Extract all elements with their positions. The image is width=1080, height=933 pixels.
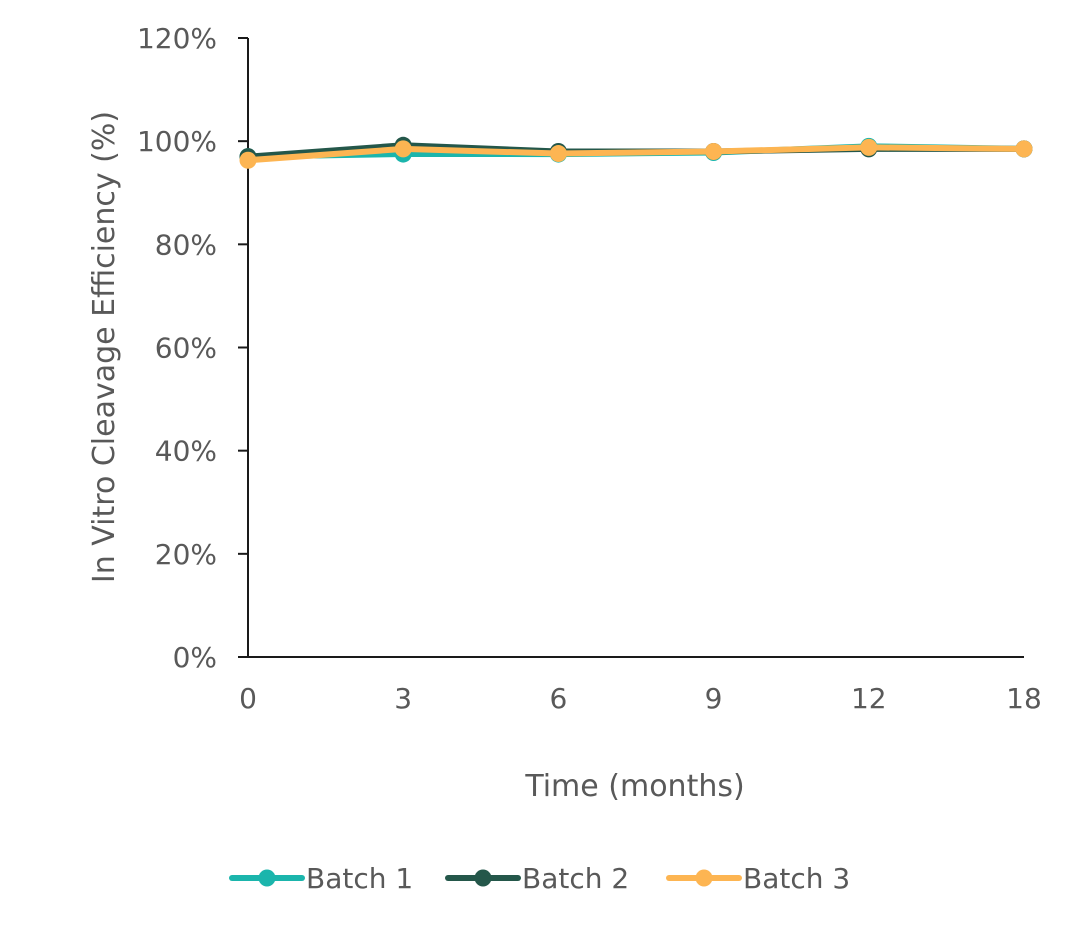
x-ticks: 0 3 6 9 12 18 [239,682,1042,715]
legend-marker [474,869,492,887]
series-3-point [394,140,412,158]
y-tick-label: 100% [137,125,217,158]
legend: Batch 1 Batch 2 Batch 3 [229,862,850,895]
legend-marker [258,869,276,887]
x-tick-label: 9 [705,682,723,715]
y-tick-label: 40% [155,435,217,468]
x-tick-label: 3 [394,682,412,715]
y-ticks: 0% 20% 40% 60% 80% 100% 120% [137,22,248,674]
series-3-point [705,142,723,160]
series-3-point [1015,140,1033,158]
y-tick-label: 60% [155,332,217,365]
x-tick-label: 6 [549,682,567,715]
legend-marker [695,869,713,887]
series-3-point [239,151,257,169]
series-3-line [245,144,1027,164]
series-3-point [549,145,567,163]
series-3 [239,138,1033,169]
x-tick-label: 0 [239,682,257,715]
y-tick-label: 20% [155,538,217,571]
legend-label: Batch 3 [743,862,850,895]
legend-label: Batch 2 [522,862,629,895]
y-tick-label: 0% [173,641,217,674]
y-axis-title: In Vitro Cleavage Efficiency (%) [87,111,122,583]
x-tick-label: 18 [1006,682,1042,715]
x-axis-title: Time (months) [524,769,744,804]
series-layer [239,136,1033,169]
series-3-point [860,138,878,156]
axes [247,38,1024,658]
y-tick-label: 80% [155,228,217,261]
legend-item-1: Batch 1 [229,862,413,895]
y-tick-label: 120% [137,22,217,55]
x-tick-label: 12 [851,682,887,715]
legend-item-2: Batch 2 [445,862,629,895]
legend-item-3: Batch 3 [666,862,850,895]
legend-label: Batch 1 [306,862,413,895]
